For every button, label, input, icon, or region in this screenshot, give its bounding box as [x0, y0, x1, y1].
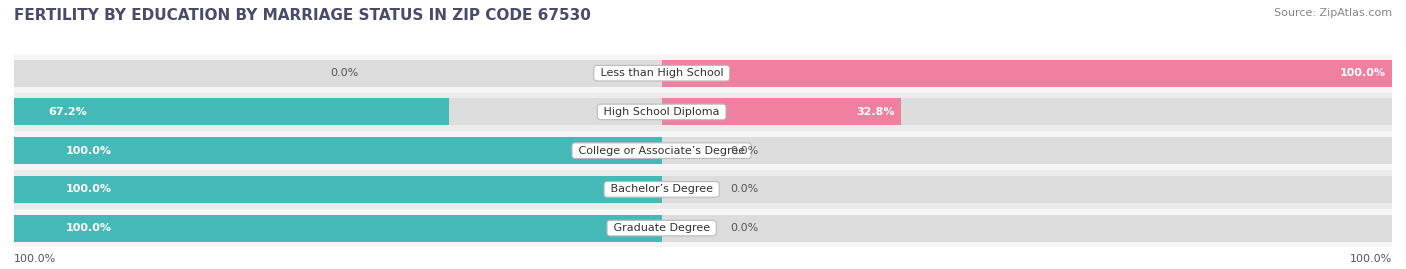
Text: 100.0%: 100.0%: [1340, 68, 1385, 78]
Text: 0.0%: 0.0%: [330, 68, 359, 78]
Text: 0.0%: 0.0%: [731, 184, 759, 194]
Text: 100.0%: 100.0%: [66, 223, 111, 233]
Text: Source: ZipAtlas.com: Source: ZipAtlas.com: [1274, 8, 1392, 18]
Bar: [14, 176, 1392, 203]
Text: College or Associate’s Degree: College or Associate’s Degree: [575, 146, 748, 156]
Bar: [14, 215, 1392, 242]
Bar: [14, 137, 662, 164]
Bar: [14, 176, 662, 203]
Text: 100.0%: 100.0%: [1350, 254, 1392, 264]
Text: FERTILITY BY EDUCATION BY MARRIAGE STATUS IN ZIP CODE 67530: FERTILITY BY EDUCATION BY MARRIAGE STATU…: [14, 8, 591, 23]
Text: High School Diploma: High School Diploma: [600, 107, 723, 117]
Text: Less than High School: Less than High School: [596, 68, 727, 78]
Text: Bachelor’s Degree: Bachelor’s Degree: [607, 184, 717, 194]
Bar: [14, 54, 1392, 93]
Text: 100.0%: 100.0%: [66, 146, 111, 156]
Bar: [14, 60, 1392, 87]
Bar: [14, 137, 1392, 164]
Bar: [14, 93, 1392, 131]
Text: 100.0%: 100.0%: [14, 254, 56, 264]
Bar: [14, 98, 1392, 125]
Text: 0.0%: 0.0%: [731, 223, 759, 233]
Text: Graduate Degree: Graduate Degree: [610, 223, 713, 233]
Bar: [662, 60, 1392, 87]
Bar: [14, 170, 1392, 209]
Bar: [14, 209, 1392, 247]
Bar: [14, 98, 449, 125]
Text: 0.0%: 0.0%: [731, 146, 759, 156]
Bar: [662, 98, 901, 125]
Bar: [14, 215, 662, 242]
Text: 100.0%: 100.0%: [66, 184, 111, 194]
Text: 32.8%: 32.8%: [856, 107, 894, 117]
Bar: [14, 131, 1392, 170]
Text: 67.2%: 67.2%: [49, 107, 87, 117]
